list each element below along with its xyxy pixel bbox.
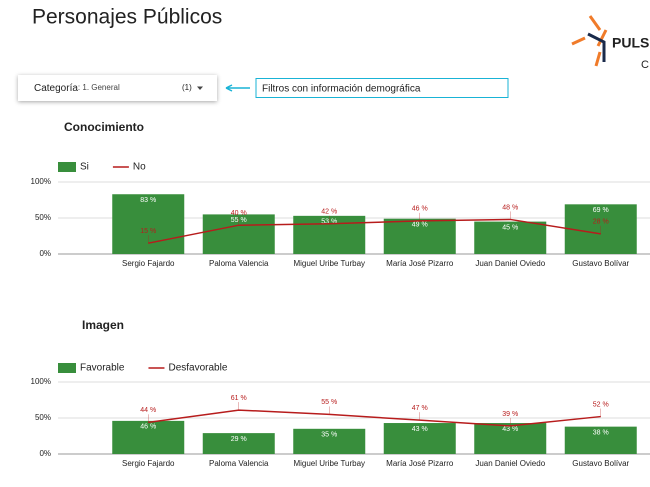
chart: Imagen 0% 50% 100% Sergio Fajardo Paloma Vale… xyxy=(31,318,650,468)
x-tick-label: Miguel Uribe Turbay xyxy=(293,259,365,268)
line xyxy=(148,218,601,244)
y-tick-label: 100% xyxy=(31,377,51,386)
filter-label-name: Categoría xyxy=(34,83,78,94)
logo-text: PULSO xyxy=(612,35,650,51)
line-value-label: 39 % xyxy=(502,411,518,418)
bar-value-label: 45 % xyxy=(502,224,518,231)
logo-subtext: C xyxy=(641,59,649,71)
logo-mark xyxy=(587,32,606,62)
bar-value-label: 69 % xyxy=(593,207,609,214)
line-value-label: 44 % xyxy=(140,407,156,414)
callout-box xyxy=(255,78,509,98)
filter-value: : 1. General xyxy=(78,83,120,92)
chart: Conocimiento 0% 50% 100% Sergio Fajardo Palom… xyxy=(31,120,650,268)
x-tick-label: María José Pizarro xyxy=(386,459,454,468)
bar xyxy=(474,221,547,254)
legend-swatch xyxy=(58,162,76,172)
bar-value-label: 46 % xyxy=(140,424,156,431)
logo-mark xyxy=(571,15,608,67)
filter-card[interactable] xyxy=(18,75,217,101)
logo: PULSO C xyxy=(571,15,650,71)
line-value-label: 52 % xyxy=(593,401,609,408)
bar xyxy=(202,433,275,454)
legend-label: Favorable xyxy=(80,363,125,374)
bar xyxy=(112,194,185,254)
x-tick-label: Paloma Valencia xyxy=(209,459,269,468)
line-value-label: 42 % xyxy=(321,209,337,216)
line-value-label: 47 % xyxy=(412,405,428,412)
x-tick-label: María José Pizarro xyxy=(386,259,454,268)
bar-value-label: 35 % xyxy=(321,432,337,439)
x-tick-label: Paloma Valencia xyxy=(209,259,269,268)
legend-label: Desfavorable xyxy=(168,363,227,374)
chart-title: Conocimiento xyxy=(64,120,144,134)
filter-control[interactable]: Categoría: 1. General (1) xyxy=(18,75,217,101)
line-value-label: 48 % xyxy=(502,204,518,211)
y-tick-label: 50% xyxy=(35,213,51,222)
line-value-label: 61 % xyxy=(231,395,247,402)
x-tick-label: Sergio Fajardo xyxy=(122,259,175,268)
y-tick-label: 50% xyxy=(35,413,51,422)
x-tick-label: Juan Daniel Oviedo xyxy=(475,459,545,468)
bar xyxy=(474,423,547,454)
x-tick-label: Miguel Uribe Turbay xyxy=(293,459,365,468)
line-value-label: 40 % xyxy=(231,210,247,217)
bar xyxy=(383,218,456,254)
bar xyxy=(564,426,637,454)
x-tick-label: Gustavo Bolívar xyxy=(572,259,629,268)
y-tick-label: 0% xyxy=(39,249,51,258)
bar xyxy=(293,428,366,454)
line-value-label: 46 % xyxy=(412,206,428,213)
filter-count: (1) xyxy=(182,83,192,92)
bar xyxy=(383,423,456,454)
dropdown-arrow[interactable] xyxy=(197,86,203,91)
filter-label: Categoría: 1. General xyxy=(34,83,120,94)
line-value-label: 15 % xyxy=(140,228,156,235)
y-tick-label: 100% xyxy=(31,177,51,186)
x-tick-label: Juan Daniel Oviedo xyxy=(475,259,545,268)
x-tick-label: Sergio Fajardo xyxy=(122,459,175,468)
page-title: Personajes Públicos xyxy=(32,6,222,29)
chart-title: Imagen xyxy=(82,318,124,332)
bar-value-label: 43 % xyxy=(412,426,428,433)
line-value-label: 28 % xyxy=(593,219,609,226)
y-tick-label: 0% xyxy=(39,449,51,458)
callout-text: Filtros con información demográfica xyxy=(262,84,421,95)
bar-value-label: 49 % xyxy=(412,222,428,229)
bar-value-label: 43 % xyxy=(502,426,518,433)
line-value-label: 55 % xyxy=(321,399,337,406)
callout-arrow xyxy=(225,84,250,92)
bar xyxy=(112,420,185,454)
line xyxy=(148,409,601,427)
bar-value-label: 38 % xyxy=(593,429,609,436)
x-tick-label: Gustavo Bolívar xyxy=(572,459,629,468)
bar-value-label: 29 % xyxy=(231,436,247,443)
legend-label: Si xyxy=(80,162,89,173)
bar-value-label: 83 % xyxy=(140,197,156,204)
legend-label: No xyxy=(133,162,146,173)
legend-swatch xyxy=(58,363,76,373)
